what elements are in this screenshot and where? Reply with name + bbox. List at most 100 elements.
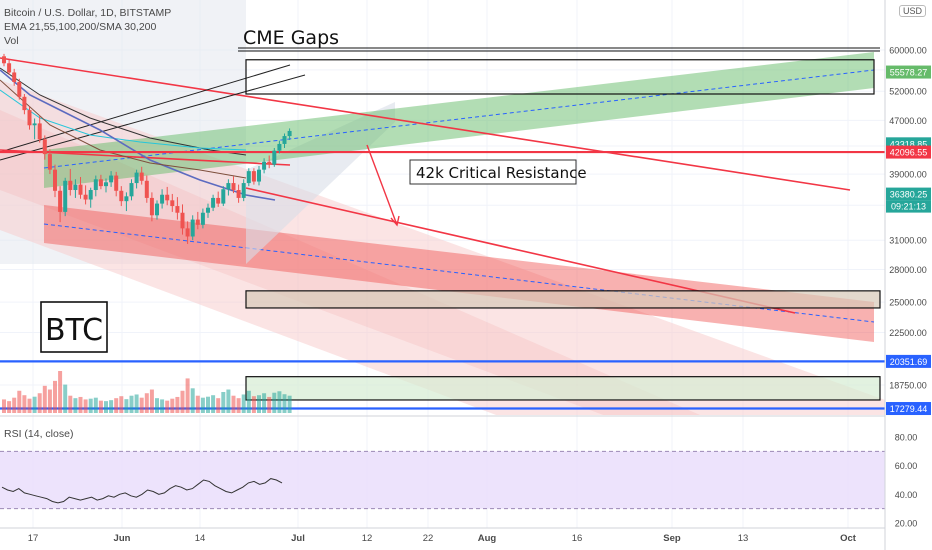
volume-bar <box>98 400 103 413</box>
price-tick-label: 28000.00 <box>889 265 927 275</box>
time-tick-label: 14 <box>195 533 206 544</box>
time-tick-label: 16 <box>572 533 583 544</box>
candle-body <box>114 175 119 191</box>
price-label-text: 43318.85 <box>890 139 928 149</box>
volume-bar <box>246 390 251 413</box>
candle-body <box>282 136 287 144</box>
candle-body <box>226 183 231 190</box>
cme-gap-zone <box>245 376 881 401</box>
volume-bar <box>211 395 216 413</box>
cme-gaps-text: CME Gaps <box>243 27 339 49</box>
volume-bar <box>251 396 256 413</box>
volume-bar <box>17 390 22 413</box>
volume-bar <box>195 395 200 413</box>
time-scale[interactable]: 17 Jun 14 Jul 12 22 Aug 16 Sep 13 Oct <box>28 533 857 544</box>
price-label-text: 36380.25 <box>890 190 928 200</box>
candle-body <box>37 123 42 140</box>
candle-body <box>200 212 205 225</box>
volume-bar <box>155 398 159 413</box>
volume-bar <box>190 388 195 413</box>
volume-bar <box>63 384 68 413</box>
black-trendline-2 <box>0 74 306 161</box>
price-label-box <box>886 65 931 79</box>
volume-bar <box>73 398 78 413</box>
candle-body <box>236 190 241 198</box>
countdown-box <box>886 200 931 213</box>
price-label-box <box>886 145 931 159</box>
volume-bar <box>47 389 52 413</box>
volume-bar <box>226 389 231 413</box>
candle-body <box>170 200 175 207</box>
countdown-text: 09:21:13 <box>891 202 926 212</box>
candle-body <box>241 183 246 198</box>
time-tick-label: Oct <box>840 533 857 544</box>
price-scale-background[interactable] <box>885 0 932 550</box>
candle-body <box>195 219 200 225</box>
breakdown-arrow <box>366 144 400 227</box>
volume-bar <box>200 397 205 413</box>
volume-label[interactable]: Vol <box>4 35 19 47</box>
candle-body <box>27 110 32 126</box>
candle-body <box>139 172 144 181</box>
volume-bar <box>257 395 261 413</box>
time-tick-label: Sep <box>663 533 681 544</box>
candle-body <box>251 171 256 182</box>
indicators-line[interactable]: EMA 21,55,100,200/SMA 30,200 <box>4 21 157 33</box>
candle-body <box>206 207 210 213</box>
candle-body <box>68 180 73 191</box>
candle-body <box>63 180 68 212</box>
candle-body <box>88 190 93 200</box>
candle-body <box>17 81 22 97</box>
price-tick-label: 25000.00 <box>889 298 927 308</box>
candle-body <box>42 139 47 155</box>
rsi-line <box>1 478 283 504</box>
price-label-box <box>886 354 931 368</box>
volume-bar <box>93 397 98 413</box>
volume-bar <box>27 398 32 413</box>
volume-bar <box>109 400 114 413</box>
rsi-pane <box>0 450 885 510</box>
candle-body <box>185 228 190 237</box>
candle-body <box>119 190 124 202</box>
price-tick-label: 18750.00 <box>889 381 927 391</box>
sma-30-line <box>0 79 247 179</box>
volume-bar <box>88 398 93 413</box>
candle-body <box>93 179 98 191</box>
candle-body <box>267 161 272 165</box>
volume-bar <box>149 389 154 413</box>
volume-bar <box>32 396 37 413</box>
currency-button[interactable]: USD <box>898 5 926 17</box>
rsi-scale: 80.00 60.00 40.00 20.00 <box>895 433 918 529</box>
volume-bar <box>78 396 83 413</box>
candle-body <box>144 180 149 198</box>
candle-body <box>231 183 236 191</box>
rsi-band <box>0 451 885 509</box>
drawings-back <box>0 0 885 415</box>
time-tick-label: 13 <box>738 533 749 544</box>
candles[interactable] <box>2 53 292 244</box>
price-label-text: 20351.69 <box>890 357 928 367</box>
symbol-line: Bitcoin / U.S. Dollar, 1D, BITSTAMP <box>4 7 172 19</box>
time-tick-label: 17 <box>28 533 39 544</box>
candle-body <box>98 179 103 187</box>
volume-bar <box>114 398 119 413</box>
volume-bar <box>277 391 282 413</box>
price-tick-label: 22500.00 <box>889 328 927 338</box>
volume-bar <box>104 401 108 413</box>
candle-body <box>180 212 185 229</box>
volume-bar <box>241 394 246 413</box>
candle-body <box>7 63 12 73</box>
candle-body <box>165 194 170 201</box>
candle-body <box>272 150 277 165</box>
candle-body <box>160 194 165 204</box>
volume-bar <box>236 398 241 413</box>
volume-bar <box>175 396 180 413</box>
candle-body <box>12 72 17 82</box>
volume-bar <box>165 400 170 413</box>
price-label-box <box>886 402 931 416</box>
candle-body <box>216 197 221 204</box>
candle-body <box>109 175 114 183</box>
price-label-text: 42096.55 <box>890 148 928 158</box>
rsi-label[interactable]: RSI (14, close) <box>4 428 74 440</box>
